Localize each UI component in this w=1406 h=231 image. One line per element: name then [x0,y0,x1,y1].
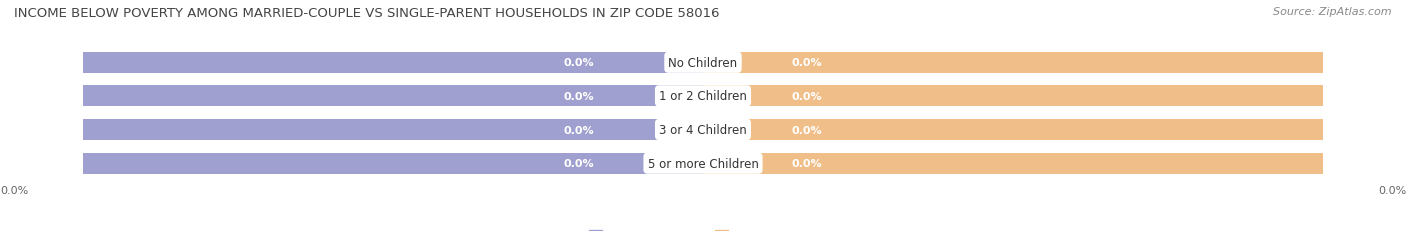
Text: 0.0%: 0.0% [564,58,595,68]
Text: Source: ZipAtlas.com: Source: ZipAtlas.com [1274,7,1392,17]
Bar [83,53,703,73]
Text: 0.0%: 0.0% [792,158,821,168]
Bar [83,153,1323,174]
Text: 0.0%: 0.0% [792,91,821,101]
Text: 0.0%: 0.0% [564,91,595,101]
Bar [83,53,1323,73]
Text: 0.0%: 0.0% [564,158,595,168]
Bar [703,53,1323,73]
Bar [83,86,703,107]
Text: 0.0%: 0.0% [792,58,821,68]
Bar [703,153,1323,174]
Bar [83,120,703,140]
Bar [83,120,1323,140]
Bar [703,120,1323,140]
Text: 5 or more Children: 5 or more Children [648,157,758,170]
Text: INCOME BELOW POVERTY AMONG MARRIED-COUPLE VS SINGLE-PARENT HOUSEHOLDS IN ZIP COD: INCOME BELOW POVERTY AMONG MARRIED-COUPL… [14,7,720,20]
Bar [703,86,1323,107]
Text: 1 or 2 Children: 1 or 2 Children [659,90,747,103]
Text: No Children: No Children [668,56,738,70]
Text: 0.0%: 0.0% [792,125,821,135]
Text: 0.0%: 0.0% [564,125,595,135]
Legend: Married Couples, Single Parents: Married Couples, Single Parents [586,227,820,231]
Bar [83,86,1323,107]
Text: 3 or 4 Children: 3 or 4 Children [659,123,747,137]
Bar [83,153,703,174]
